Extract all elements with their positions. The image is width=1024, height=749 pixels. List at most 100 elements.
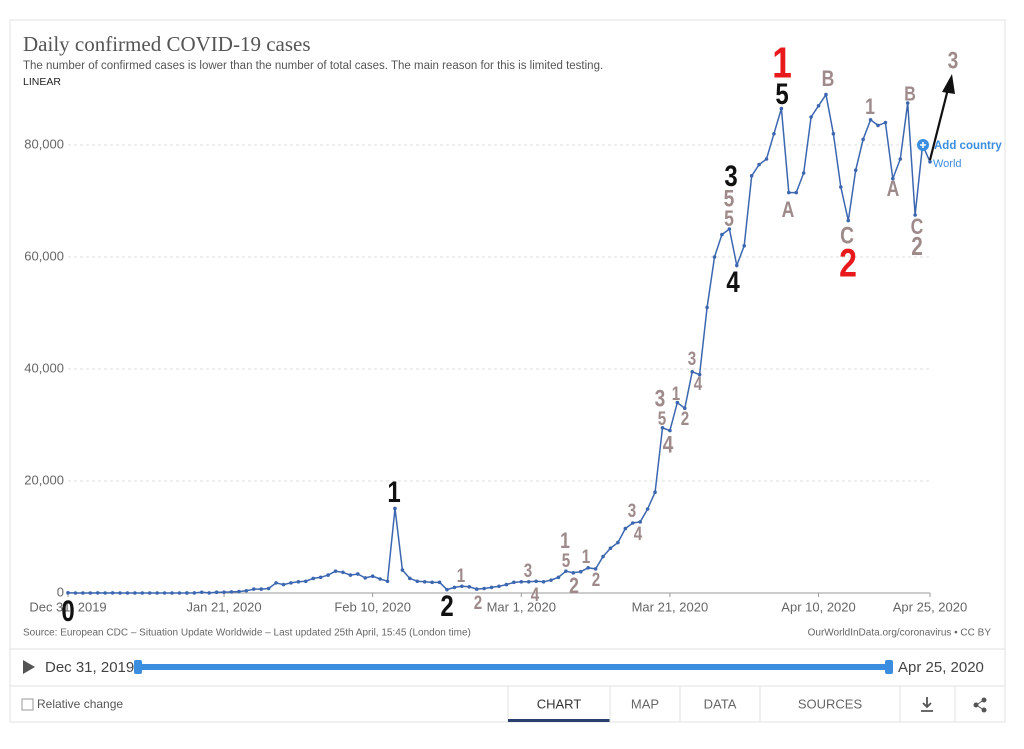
point [601, 554, 605, 559]
checkbox[interactable] [21, 698, 34, 711]
annotation: 5 [562, 549, 571, 571]
annotation: 5 [724, 207, 734, 231]
annotation: 4 [634, 522, 643, 544]
annotation: A [887, 177, 900, 201]
add-plus [920, 142, 926, 148]
annotation: 4 [531, 583, 540, 605]
point [660, 426, 665, 430]
timeline[interactable] [138, 664, 889, 670]
annotation: 2 [440, 588, 453, 622]
point [571, 571, 576, 575]
point [422, 580, 427, 584]
point [289, 581, 293, 585]
point [764, 157, 769, 161]
annotation: 3 [688, 347, 696, 369]
point [408, 576, 412, 581]
point [341, 570, 345, 575]
point [497, 584, 501, 589]
point [913, 213, 917, 217]
point [207, 591, 211, 595]
point [214, 590, 219, 595]
tab-label: DATA [704, 696, 737, 711]
point [772, 132, 776, 136]
point [363, 576, 368, 580]
annotation: 2 [681, 407, 689, 429]
annotation: 0 [61, 593, 74, 627]
point [81, 591, 85, 595]
point [311, 576, 316, 581]
point [140, 591, 145, 595]
tab-label: SOURCES [798, 696, 863, 711]
point [504, 582, 509, 587]
annotation: 1 [865, 95, 875, 119]
handle-end[interactable] [885, 660, 893, 674]
point [177, 591, 182, 595]
point [742, 244, 747, 248]
add-country[interactable]: Add country [934, 140, 1002, 152]
annotation: 3 [948, 46, 959, 74]
point [905, 101, 910, 105]
annotation: 3 [724, 158, 737, 192]
point [928, 160, 932, 164]
tab-label: MAP [631, 696, 659, 711]
tab[interactable] [759, 685, 901, 723]
annotation: 5 [658, 407, 667, 429]
share-tab[interactable] [954, 685, 1006, 723]
point [861, 137, 865, 142]
point [690, 370, 695, 374]
point [95, 591, 100, 595]
y-tick-label: 20,000 [24, 472, 64, 487]
scale-toggle[interactable]: LINEAR [23, 76, 61, 88]
point [824, 92, 828, 97]
plot: 0 20,000 40,000 60,000 80,000 Dec 31, 2019 Jan… [24, 39, 967, 628]
point [668, 428, 672, 433]
annotation: 4 [663, 430, 674, 458]
point [147, 591, 152, 595]
point [534, 579, 538, 584]
annotation: 5 [724, 184, 735, 212]
annotation: C [911, 215, 924, 239]
point [749, 174, 754, 178]
point [170, 591, 174, 595]
point [430, 580, 434, 585]
point [400, 568, 405, 572]
point [630, 521, 635, 525]
point [839, 185, 843, 189]
point [259, 587, 264, 591]
point [460, 584, 464, 589]
y-tick-label: 80,000 [24, 136, 64, 151]
series-label: World [933, 158, 962, 170]
annotation: C [840, 221, 854, 249]
point [199, 590, 204, 595]
play-button[interactable] [23, 660, 35, 674]
point [697, 372, 702, 377]
annotation: 4 [726, 264, 739, 298]
point [556, 575, 561, 580]
point [720, 232, 724, 237]
point [705, 305, 709, 310]
annotation: 2 [911, 232, 923, 261]
point [393, 506, 397, 511]
point [467, 585, 472, 589]
point [645, 507, 650, 511]
point [266, 586, 271, 591]
tab[interactable] [609, 685, 681, 723]
point [185, 591, 189, 595]
x-tick-label: Feb 10, 2020 [334, 599, 411, 614]
point [586, 566, 590, 570]
point [801, 171, 806, 175]
point [437, 580, 442, 585]
annotation: 1 [457, 564, 466, 586]
point [593, 567, 598, 571]
source: Source: European CDC – Situation Update … [23, 628, 471, 639]
tab[interactable] [679, 685, 761, 723]
x-tick-label: Jan 21, 2020 [186, 599, 261, 614]
point [682, 406, 687, 411]
tabs: CHART MAP DATA SOURCES [507, 685, 901, 723]
handle-start[interactable] [134, 660, 142, 674]
point [891, 176, 895, 181]
point [734, 263, 739, 268]
share-lines [975, 699, 985, 711]
point [378, 577, 382, 581]
annotation: 3 [628, 499, 636, 521]
